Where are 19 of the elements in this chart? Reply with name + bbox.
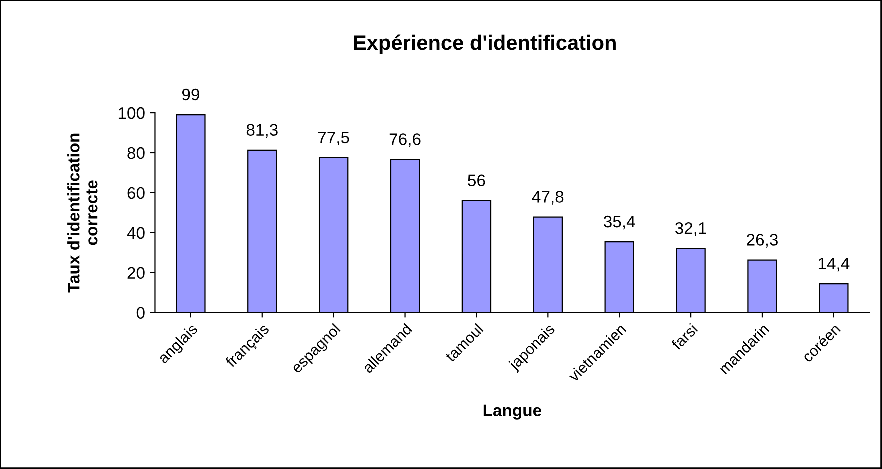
y-tick-label: 0 bbox=[136, 307, 145, 320]
y-tick-label: 100 bbox=[118, 107, 145, 120]
data-label: 26,3 bbox=[747, 234, 778, 248]
data-label: 77,5 bbox=[318, 132, 350, 146]
y-axis-title: Taux d'identification correcte bbox=[68, 134, 98, 293]
y-tick-label: 80 bbox=[128, 147, 145, 160]
data-label: 56 bbox=[468, 174, 486, 187]
data-label: 14,4 bbox=[818, 258, 850, 272]
data-label: 99 bbox=[182, 88, 200, 101]
y-tick-label: 40 bbox=[127, 227, 145, 240]
data-label: 47,8 bbox=[532, 191, 564, 205]
data-label: 76,6 bbox=[390, 134, 421, 148]
chart-title: Expérience d'identification bbox=[354, 34, 616, 54]
data-label: 32,1 bbox=[675, 222, 706, 236]
y-tick-label: 20 bbox=[128, 267, 145, 280]
data-label: 35,4 bbox=[604, 216, 636, 230]
data-label: 81,3 bbox=[246, 124, 278, 138]
x-axis-title: Langue bbox=[484, 404, 542, 420]
y-tick-label: 60 bbox=[128, 187, 145, 200]
